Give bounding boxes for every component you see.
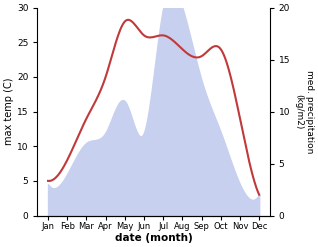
X-axis label: date (month): date (month) bbox=[115, 233, 192, 243]
Y-axis label: med. precipitation
(kg/m2): med. precipitation (kg/m2) bbox=[294, 70, 314, 153]
Y-axis label: max temp (C): max temp (C) bbox=[4, 78, 14, 145]
